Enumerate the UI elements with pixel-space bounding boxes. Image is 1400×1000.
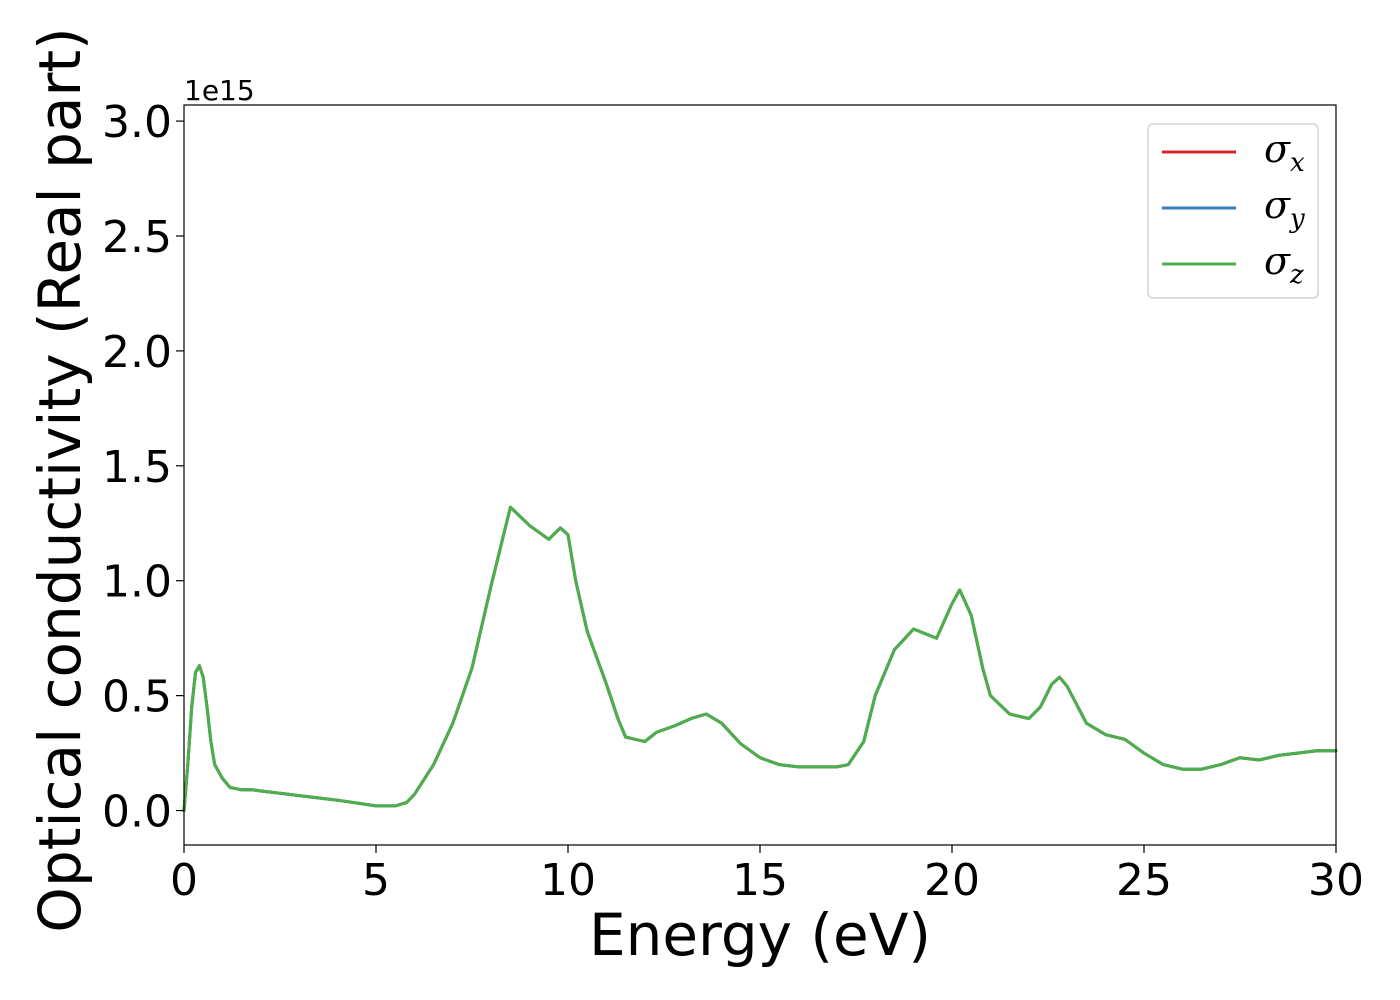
y-tick-label: 0.0: [102, 787, 172, 838]
legend-label: σz: [1264, 239, 1304, 290]
y-tick-label: 3.0: [102, 97, 172, 148]
series-layer: [182, 505, 1338, 812]
legend-box: [1147, 123, 1319, 299]
legend-label-base: σ: [1264, 239, 1291, 283]
y-axis-title: Optical conductivity (Real part): [26, 27, 94, 932]
x-axis-title: Energy (eV): [589, 901, 931, 969]
x-tick-label: 25: [1116, 855, 1172, 906]
x-tick-label: 20: [924, 855, 980, 906]
y-tick-label: 1.5: [102, 442, 172, 493]
y-axis: 0.0 0.5 1.0 1.5 2.0 2.5 3.0: [102, 97, 184, 838]
x-tick-label: 10: [540, 855, 596, 906]
x-tick-label: 15: [732, 855, 788, 906]
y-tick-label: 1.0: [102, 557, 172, 608]
legend-label-base: σ: [1264, 183, 1291, 227]
x-tick-label: 5: [362, 855, 390, 906]
legend-label-base: σ: [1264, 127, 1291, 171]
legend-label-subscript: y: [1289, 204, 1305, 234]
legend-label: σx: [1264, 127, 1305, 178]
legend-label-subscript: x: [1290, 148, 1305, 178]
legend-label-subscript: z: [1289, 260, 1304, 290]
x-tick-label: 30: [1308, 855, 1364, 906]
x-axis: 0 5 10 15 20 25 30: [170, 845, 1364, 906]
y-axis-offset-label: 1e15: [184, 74, 255, 107]
y-tick-label: 2.0: [102, 327, 172, 378]
y-tick-label: 0.5: [102, 672, 172, 723]
y-tick-label: 2.5: [102, 212, 172, 263]
legend-label: σy: [1264, 183, 1305, 234]
x-tick-label: 0: [170, 855, 198, 906]
series-line-σz: [182, 505, 1338, 812]
